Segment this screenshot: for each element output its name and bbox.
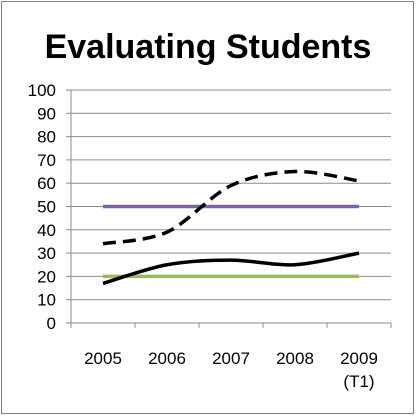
gridlines (71, 89, 391, 301)
y-tick-label: 20 (37, 267, 56, 286)
y-tick-label: 100 (28, 81, 56, 100)
y-tick-label: 80 (37, 128, 56, 147)
y-tick-label: 40 (37, 221, 56, 240)
y-tick-label: 90 (37, 104, 56, 123)
y-tick-label: 60 (37, 174, 56, 193)
x-tick-label: 2006 (148, 349, 186, 368)
x-tick-label: 2009 (340, 349, 378, 368)
y-tick-label: 0 (47, 314, 56, 333)
x-tick-label: 2008 (276, 349, 314, 368)
x-tick-label: 2005 (84, 349, 122, 368)
chart-title: Evaluating Students (45, 28, 372, 66)
y-tick-label: 30 (37, 244, 56, 263)
x-tick-label: 2007 (212, 349, 250, 368)
series-line-4 (102, 251, 360, 286)
y-tick-label: 50 (37, 198, 56, 217)
series-line-3 (102, 169, 360, 246)
tick-labels: 0 10 20 30 40 50 60 70 80 90 100 2005 2006 2007 2008 20… (28, 81, 378, 391)
y-tick-label: 10 (37, 291, 56, 310)
series-lines (102, 169, 360, 286)
x-tick-sublabel: (T1) (343, 372, 374, 391)
y-tick-label: 70 (37, 151, 56, 170)
axes (66, 89, 392, 328)
